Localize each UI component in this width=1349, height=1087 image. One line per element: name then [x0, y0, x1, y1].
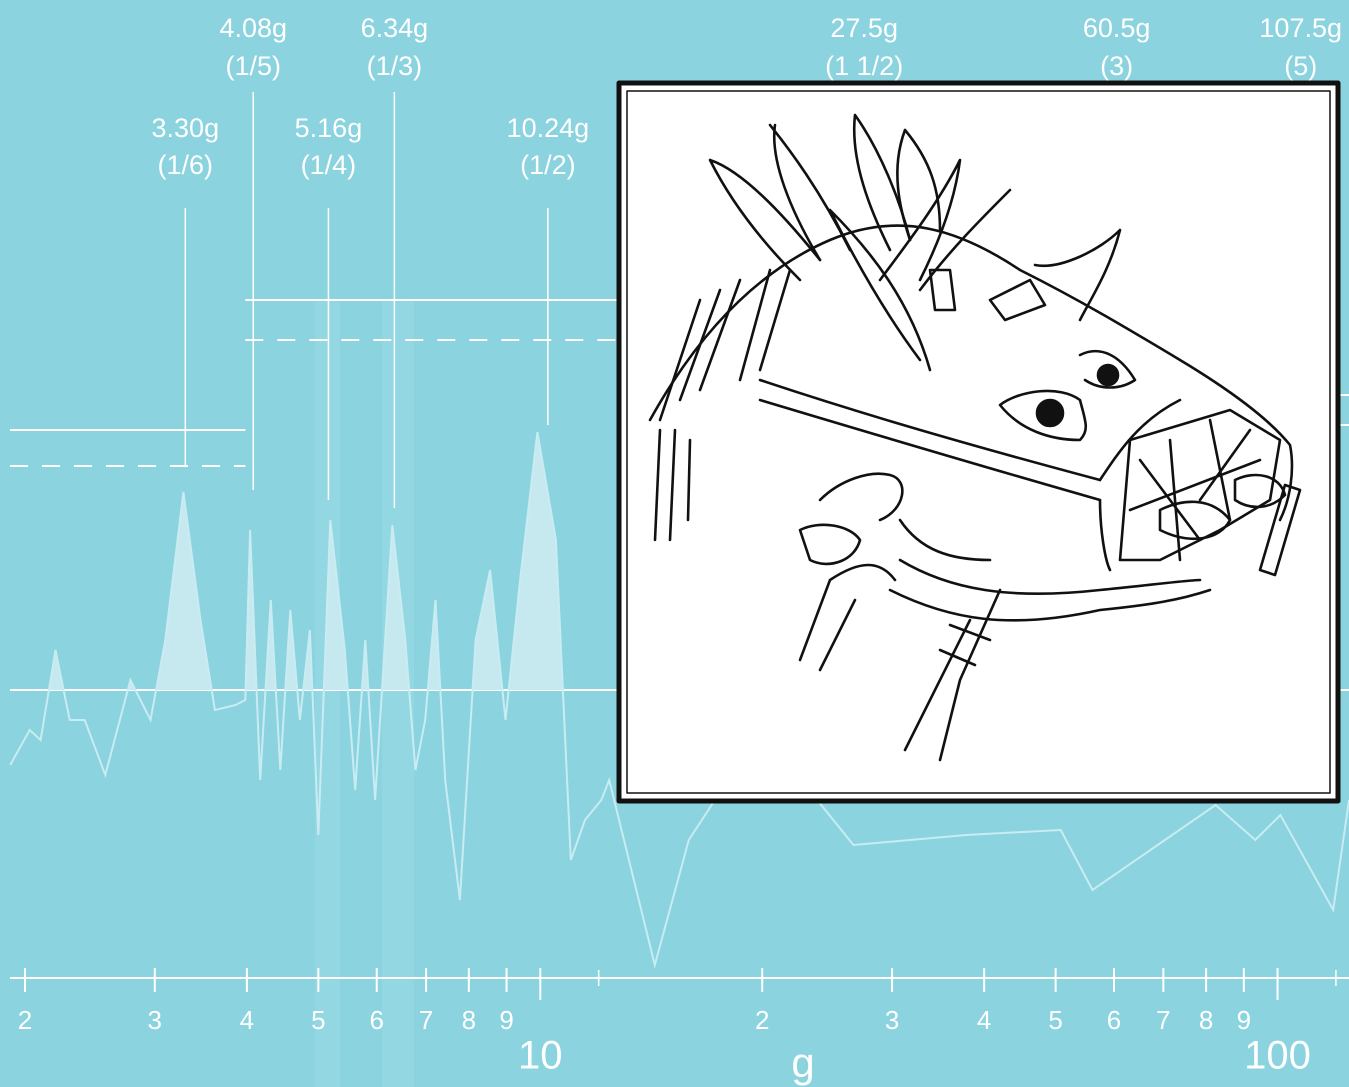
annotation-weight: 10.24g [507, 113, 590, 143]
x-tick-label: 8 [1199, 1005, 1213, 1035]
annotation-fraction: (1 1/2) [825, 51, 903, 81]
x-tick-label: 7 [419, 1005, 433, 1035]
x-tick-label: 5 [1048, 1005, 1062, 1035]
x-tick-label: 9 [1237, 1005, 1251, 1035]
annotation-weight: 6.34g [361, 13, 429, 43]
annotation-fraction: (1/4) [301, 150, 357, 180]
x-tick-label: 8 [462, 1005, 476, 1035]
x-tick-label: 6 [369, 1005, 383, 1035]
x-tick-label: 3 [148, 1005, 162, 1035]
x-tick-label: 9 [499, 1005, 513, 1035]
annotation-weight: 60.5g [1083, 13, 1151, 43]
annotation-weight: 27.5g [830, 13, 898, 43]
x-tick-label: 2 [18, 1005, 32, 1035]
annotation-weight: 4.08g [219, 13, 287, 43]
x-tick-label: 7 [1156, 1005, 1170, 1035]
x-tick-label: 4 [977, 1005, 991, 1035]
annotation-fraction: (1/3) [367, 51, 423, 81]
annotation-fraction: (5) [1284, 51, 1317, 81]
x-tick-label: 4 [240, 1005, 254, 1035]
x-tick-label: 6 [1107, 1005, 1121, 1035]
annotation-weight: 5.16g [295, 113, 363, 143]
annotation-weight: 107.5g [1259, 13, 1342, 43]
annotation-fraction: (1/2) [520, 150, 576, 180]
band [315, 300, 340, 1087]
annotation-weight: 3.30g [152, 113, 220, 143]
x-tick-label: 10 [518, 1034, 563, 1078]
annotation-fraction: (1/5) [225, 51, 281, 81]
x-tick-label: 3 [885, 1005, 899, 1035]
x-tick-label: 2 [755, 1005, 769, 1035]
inset-illustration [616, 80, 1341, 804]
x-axis-label: g [791, 1039, 814, 1086]
x-tick-label: 100 [1244, 1034, 1311, 1078]
annotation-fraction: (3) [1100, 51, 1133, 81]
annotation-fraction: (1/6) [158, 150, 214, 180]
x-tick-label: 5 [311, 1005, 325, 1035]
